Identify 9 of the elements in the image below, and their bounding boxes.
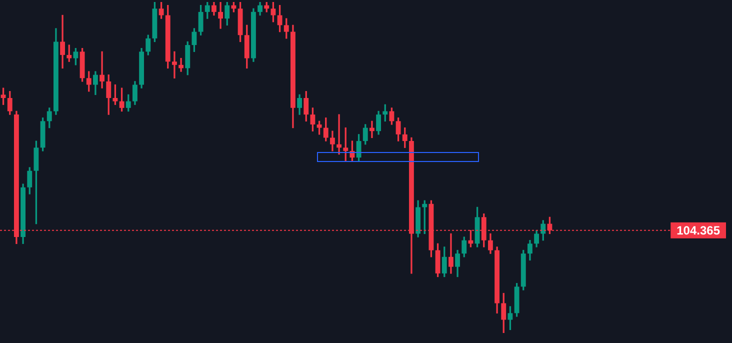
candlestick xyxy=(100,51,105,88)
candlestick xyxy=(218,2,224,29)
text: 104.365 xyxy=(676,224,720,238)
candlestick xyxy=(178,58,184,72)
candlestick xyxy=(60,14,66,69)
candlestick xyxy=(369,120,374,138)
candlestick xyxy=(448,233,454,274)
candlestick xyxy=(172,51,177,78)
candlestick xyxy=(336,114,342,155)
